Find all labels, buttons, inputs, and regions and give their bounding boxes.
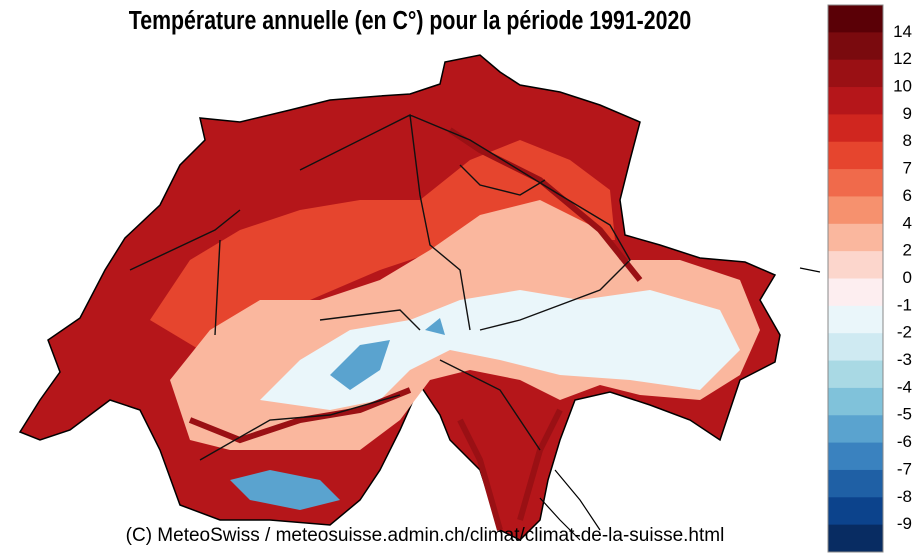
colorbar-bin	[828, 223, 883, 252]
colorbar-bin	[828, 59, 883, 88]
colorbar-bin	[828, 87, 883, 115]
credit: (C) MeteoSwiss / meteosuisse.admin.ch/cl…	[126, 525, 725, 546]
colorbar-label: -2	[897, 323, 912, 342]
colorbar-bin	[828, 305, 883, 334]
map	[18, 54, 821, 541]
alps-cold	[260, 290, 740, 410]
colorbar-bin	[828, 442, 883, 471]
colorbar-bin	[828, 524, 883, 553]
midland-warm	[150, 140, 615, 350]
alps-snow	[230, 318, 445, 510]
colorbar-bin	[828, 360, 883, 389]
colorbar-label: -3	[897, 350, 912, 369]
colorbar-label: 0	[903, 268, 912, 287]
colorbar-label: 7	[903, 159, 912, 178]
colorbar-label: 12	[893, 49, 912, 68]
colorbar-label: 2	[903, 241, 912, 260]
colorbar: 14 12 10 9 8 7 6 4 2 0 -1 -2 -3 -4 -5 -6 -7 -8 -9	[827, 4, 912, 553]
colorbar-label: 6	[903, 186, 912, 205]
colorbar-bin	[828, 469, 883, 498]
colorbar-bin	[828, 387, 883, 416]
colorbar-label: -9	[897, 514, 912, 533]
valleys	[188, 127, 643, 531]
colorbar-bin	[828, 196, 883, 225]
colorbar-label: -8	[897, 487, 912, 506]
colorbar-bin	[828, 497, 883, 526]
lakes	[539, 267, 821, 541]
colorbar-label: 8	[903, 131, 912, 150]
colorbar-label: -7	[897, 459, 912, 478]
borders	[129, 113, 631, 461]
colorbar-label: 10	[893, 77, 912, 96]
colorbar-bin	[828, 5, 883, 33]
colorbar-label: -1	[897, 295, 912, 314]
colorbar-label: 9	[903, 104, 912, 123]
colorbar-label: -4	[897, 377, 912, 396]
colorbar-bin	[828, 141, 883, 170]
colorbar-bin	[828, 169, 883, 197]
colorbar-bin	[828, 114, 883, 143]
colorbar-bin	[828, 32, 883, 61]
colorbar-frame	[827, 4, 884, 553]
colorbar-bin	[828, 415, 883, 444]
title: Température annuelle (en C°) pour la pér…	[129, 6, 691, 36]
colorbar-label: 14	[893, 22, 912, 41]
colorbar-label: -6	[897, 432, 912, 451]
colorbar-bin	[828, 251, 883, 279]
colorbar-label: 4	[903, 213, 912, 232]
colorbar-bin	[828, 333, 883, 362]
colorbar-bin	[828, 278, 883, 307]
colorbar-label: -5	[897, 405, 912, 424]
